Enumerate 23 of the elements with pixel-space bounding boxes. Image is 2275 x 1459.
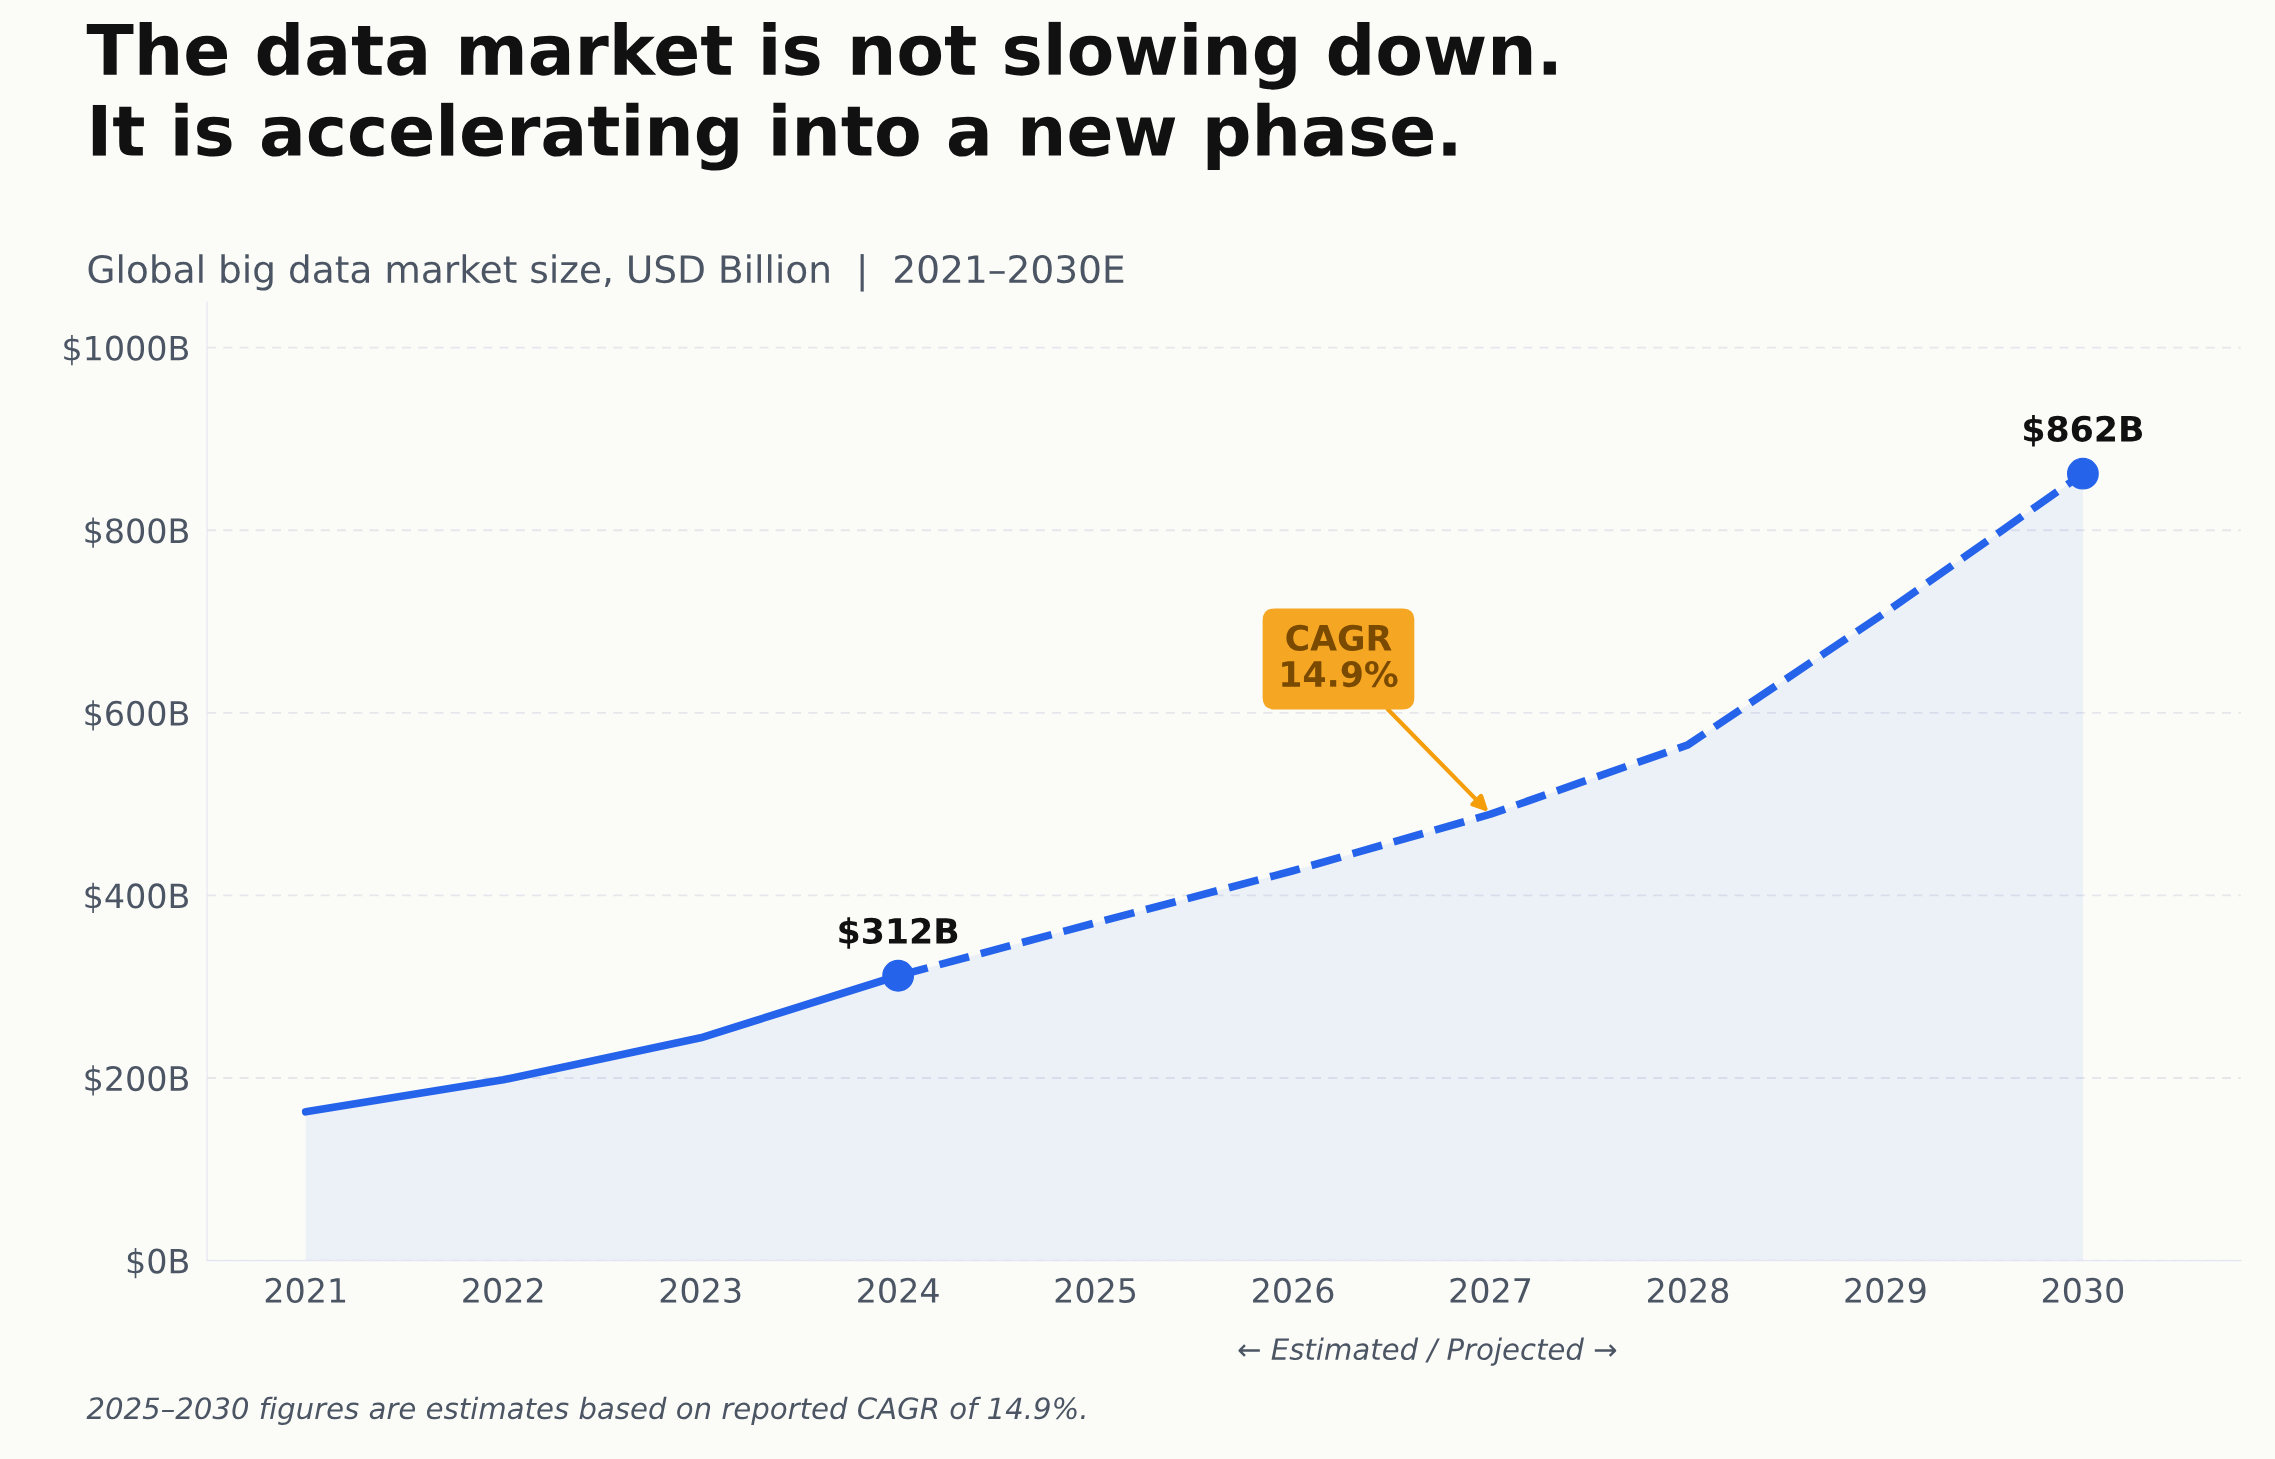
y-tick-label: $800B: [85, 517, 188, 548]
chart-title: The data market is not slowing down. It is accelerating into a new phase.: [86, 21, 1556, 171]
x-tick-label: 2027: [1450, 1277, 1531, 1304]
y-tick-label: $1000B: [64, 334, 188, 366]
x-tick-label: 2024: [858, 1277, 939, 1304]
x-tick-label: 2022: [463, 1277, 543, 1304]
x-tick-label: 2029: [1845, 1277, 1926, 1304]
y-tick-label: $600B: [85, 700, 188, 731]
x-tick-label: 2023: [660, 1277, 741, 1304]
chart-subtitle: Global big data market size, USD Billion | 2021–2030E: [88, 254, 1124, 292]
annotation: CAGR 14.9%: [1282, 624, 1398, 688]
data-label: $862B: [2024, 415, 2143, 447]
x-tick-label: 2030: [2042, 1277, 2124, 1304]
text: ← Estimated / Projected →: [1238, 1337, 1617, 1366]
y-tick-label: $200B: [85, 1065, 188, 1096]
data-label: $312B: [839, 917, 958, 949]
x-tick-label: 2026: [1253, 1277, 1334, 1304]
x-tick-label: 2021: [265, 1277, 346, 1304]
x-tick-label: 2025: [1055, 1277, 1136, 1304]
text: 2025–2030 figures are estimates based on reported CAGR of 14.9%.: [86, 1396, 1085, 1425]
x-tick-label: 2028: [1648, 1277, 1729, 1304]
y-tick-label: $400B: [85, 882, 188, 913]
y-tick-label: $0B: [127, 1247, 188, 1279]
